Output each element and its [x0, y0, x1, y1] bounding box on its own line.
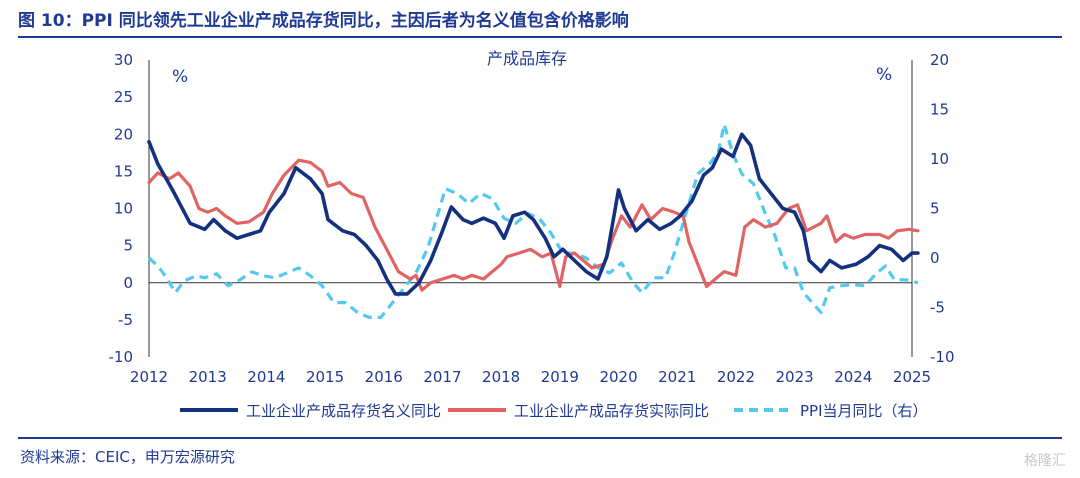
left-tick-label: 10 — [114, 200, 133, 218]
left-tick-label: 30 — [114, 51, 133, 69]
legend: 工业企业产成品存货名义同比 工业企业产成品存货实际同比 PPI当月同比（右） — [180, 402, 928, 420]
left-tick-label: 15 — [114, 162, 133, 180]
x-tick-label: 2024 — [834, 368, 872, 386]
x-tick-label: 2022 — [717, 368, 755, 386]
series-lines — [147, 122, 920, 319]
legend-label-ppi: PPI当月同比（右） — [800, 402, 928, 420]
source-note: 资料来源：CEIC，申万宏源研究 — [20, 448, 235, 466]
x-tick-label: 2015 — [306, 368, 344, 386]
left-tick-label: 25 — [114, 88, 133, 106]
right-axis-ticks: -10 -5 0 5 10 15 20 — [930, 51, 955, 366]
left-tick-label: 0 — [123, 274, 133, 292]
x-tick-label: 2014 — [247, 368, 285, 386]
right-tick-label: 20 — [930, 51, 949, 69]
legend-label-real: 工业企业产成品存货实际同比 — [514, 402, 709, 420]
right-tick-label: 10 — [930, 150, 949, 168]
x-tick-label: 2020 — [599, 368, 637, 386]
title-rule — [18, 36, 1062, 38]
watermark: 格隆汇 — [1024, 453, 1066, 469]
right-tick-label: -5 — [930, 299, 945, 317]
footer-rule — [18, 437, 1062, 439]
x-tick-label: 2013 — [189, 368, 227, 386]
left-axis-ticks: -10 -5 0 5 10 15 20 25 30 — [109, 51, 134, 366]
right-tick-label: 15 — [930, 101, 949, 119]
legend-label-nominal: 工业企业产成品存货名义同比 — [246, 402, 441, 420]
x-tick-label: 2017 — [423, 368, 461, 386]
right-tick-label: -10 — [930, 348, 955, 366]
plot-frame — [148, 60, 913, 357]
series-line-real — [147, 158, 920, 292]
left-tick-label: 20 — [114, 125, 133, 143]
x-tick-label: 2025 — [893, 368, 931, 386]
right-tick-label: 5 — [930, 200, 940, 218]
x-tick-label: 2019 — [541, 368, 579, 386]
series-line-ppi — [147, 122, 919, 319]
x-tick-label: 2012 — [130, 368, 168, 386]
x-tick-label: 2021 — [658, 368, 696, 386]
series-line-nominal — [147, 132, 920, 296]
x-tick-label: 2016 — [365, 368, 403, 386]
x-tick-label: 2023 — [776, 368, 814, 386]
chart-title: 产成品库存 — [487, 49, 567, 68]
left-tick-label: 5 — [123, 237, 133, 255]
right-tick-label: 0 — [930, 249, 940, 267]
left-axis-unit: % — [172, 67, 188, 87]
x-tick-label: 2018 — [482, 368, 520, 386]
figure-title: 图 10：PPI 同比领先工业企业产成品存货同比，主因后者为名义值包含价格影响 — [18, 11, 629, 31]
left-tick-label: -10 — [109, 348, 134, 366]
right-axis-unit: % — [876, 65, 892, 85]
x-axis-ticks: 2012 2013 2014 2015 2016 2017 2018 2019 2020 2021… — [130, 368, 931, 386]
left-tick-label: -5 — [118, 311, 133, 329]
